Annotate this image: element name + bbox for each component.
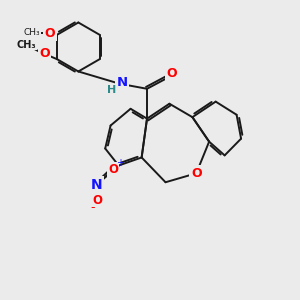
- Text: O: O: [108, 163, 118, 176]
- Text: H: H: [107, 85, 117, 95]
- Text: O: O: [191, 167, 202, 180]
- Text: N: N: [116, 76, 128, 89]
- Text: CH₃: CH₃: [24, 28, 40, 38]
- Text: N: N: [91, 178, 103, 192]
- Text: O: O: [92, 194, 102, 207]
- Text: O: O: [39, 47, 50, 60]
- Text: CH₃: CH₃: [17, 40, 37, 50]
- Text: +: +: [116, 158, 124, 168]
- Text: O: O: [167, 67, 177, 80]
- Text: -: -: [90, 201, 95, 214]
- Text: O: O: [45, 27, 55, 40]
